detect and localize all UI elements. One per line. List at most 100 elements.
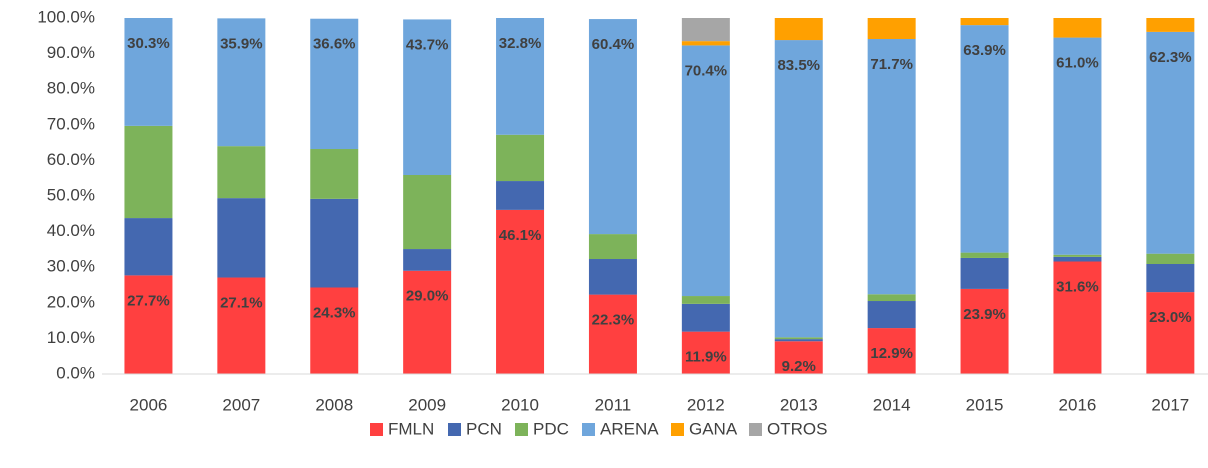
bar-segment	[124, 125, 173, 219]
bar-segment	[1146, 263, 1195, 293]
data-label: 36.6%	[313, 36, 356, 53]
bar-segment	[960, 288, 1009, 374]
data-label: 29.0%	[406, 288, 449, 305]
bar-segment	[403, 174, 452, 250]
data-label: 62.3%	[1149, 49, 1192, 66]
legend-swatch	[671, 423, 684, 436]
data-label: 12.9%	[870, 345, 913, 362]
bar-segment	[867, 328, 916, 374]
data-label: 61.0%	[1056, 55, 1099, 72]
data-label: 9.2%	[782, 358, 816, 375]
bar-segment	[681, 45, 730, 297]
data-label: 27.1%	[220, 294, 263, 311]
bar-segment	[496, 181, 545, 210]
bar-segment	[681, 18, 730, 42]
x-tick-label: 2011	[595, 395, 632, 414]
bar-segment	[496, 134, 545, 182]
y-tick-label: 100.0%	[37, 7, 95, 26]
bar-segment	[960, 25, 1009, 253]
bar-segment	[681, 303, 730, 332]
data-label: 23.0%	[1149, 309, 1192, 326]
data-label: 83.5%	[777, 57, 820, 74]
bar-segment	[403, 249, 452, 271]
bar-segment	[681, 331, 730, 374]
bar-segment	[588, 19, 637, 235]
bar-segment	[960, 252, 1009, 258]
y-tick-label: 30.0%	[47, 257, 95, 276]
data-label: 70.4%	[685, 62, 728, 79]
bar-segment	[1146, 18, 1195, 32]
bar-segment	[310, 287, 359, 374]
x-tick-label: 2009	[408, 395, 446, 414]
data-label: 30.3%	[127, 35, 170, 52]
y-tick-label: 50.0%	[47, 185, 95, 204]
y-tick-label: 40.0%	[47, 221, 95, 240]
bar-segment	[774, 40, 823, 338]
y-tick-label: 60.0%	[47, 150, 95, 169]
x-tick-label: 2006	[130, 395, 168, 414]
legend-label: PCN	[466, 419, 502, 438]
bar-segment	[681, 41, 730, 46]
legend-swatch	[448, 423, 461, 436]
bar-segment	[867, 39, 916, 295]
y-tick-label: 20.0%	[47, 292, 95, 311]
x-tick-label: 2008	[315, 395, 353, 414]
bar-segment	[588, 294, 637, 374]
y-tick-label: 0.0%	[56, 363, 95, 382]
bar-segment	[1053, 37, 1102, 255]
data-label: 35.9%	[220, 35, 263, 52]
bar-segment	[960, 18, 1009, 26]
x-tick-label: 2013	[780, 395, 818, 414]
legend-swatch	[582, 423, 595, 436]
bar-segment	[124, 275, 173, 374]
bar-segment	[960, 257, 1009, 289]
data-label: 46.1%	[499, 227, 542, 244]
x-tick-label: 2016	[1059, 395, 1097, 414]
bar-segment	[867, 294, 916, 302]
x-tick-label: 2017	[1151, 395, 1189, 414]
bar-segment	[774, 18, 823, 41]
bar-segment	[1053, 18, 1102, 38]
bar-segment	[217, 146, 266, 199]
bar-segment	[403, 270, 452, 374]
bar-segment	[1146, 292, 1195, 374]
x-tick-label: 2014	[873, 395, 911, 414]
data-label: 24.3%	[313, 304, 356, 321]
bar-segment	[403, 19, 452, 175]
bar-segment	[496, 18, 545, 135]
data-label: 31.6%	[1056, 278, 1099, 295]
x-tick-label: 2007	[222, 395, 260, 414]
data-label: 63.9%	[963, 42, 1006, 59]
data-label: 32.8%	[499, 35, 542, 52]
bar-segment	[1146, 31, 1195, 254]
legend-swatch	[515, 423, 528, 436]
legend-label: PDC	[533, 419, 569, 438]
bar-segment	[1146, 253, 1195, 264]
legend-label: OTROS	[767, 419, 827, 438]
x-tick-label: 2012	[687, 395, 725, 414]
bar-segment	[124, 218, 173, 276]
bar-segment	[496, 209, 545, 374]
y-tick-label: 90.0%	[47, 43, 95, 62]
data-label: 11.9%	[685, 349, 727, 366]
bar-segment	[310, 198, 359, 288]
x-tick-label: 2010	[501, 395, 539, 414]
legend-swatch	[370, 423, 383, 436]
bar-segment	[217, 18, 266, 147]
x-tick-label: 2015	[966, 395, 1004, 414]
bar-segment	[1053, 261, 1102, 374]
bar-segment	[588, 259, 637, 295]
bar-segment	[774, 337, 823, 340]
bar-segment	[310, 149, 359, 199]
legend-label: ARENA	[600, 419, 659, 438]
bar-segment	[1053, 254, 1102, 257]
bar-segment	[588, 234, 637, 260]
y-tick-label: 80.0%	[47, 79, 95, 98]
data-label: 71.7%	[870, 56, 913, 73]
bar-segment	[124, 18, 173, 126]
bar-segment	[1053, 256, 1102, 262]
bar-segment	[310, 18, 359, 150]
data-label: 23.9%	[963, 306, 1006, 323]
bar-segment	[867, 18, 916, 40]
